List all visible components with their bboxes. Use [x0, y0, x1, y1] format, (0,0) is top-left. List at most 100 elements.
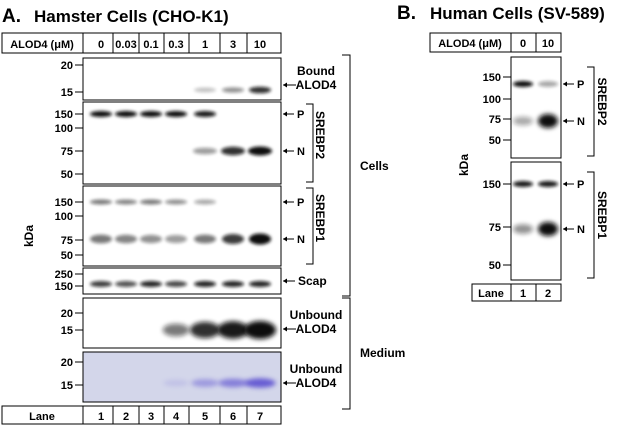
band — [90, 234, 112, 244]
band — [538, 222, 558, 236]
band — [513, 116, 533, 126]
blot-2: 150 100 75 50 P N SREBP2 — [55, 101, 327, 185]
panel-b-lane-row: Lane 1 2 — [471, 283, 562, 302]
band — [248, 146, 272, 156]
panel-b-lane-label: Lane — [478, 288, 504, 300]
form-label: N — [297, 146, 305, 158]
mw-tick-label: 20 — [61, 308, 73, 320]
panel-a-ylabel: kDa — [22, 225, 36, 247]
protein-label: SREBP2 — [595, 77, 609, 125]
form-label: N — [577, 116, 585, 128]
arrow-head — [283, 111, 287, 117]
medium-label: Medium — [360, 346, 405, 360]
band — [244, 378, 276, 388]
medium-bracket: Medium — [342, 297, 405, 410]
concentration-label: 0.1 — [143, 39, 158, 51]
panel-a-lane-label: Lane — [29, 411, 55, 423]
protein-label: SREBP1 — [313, 194, 327, 242]
band — [191, 379, 219, 387]
band — [249, 86, 271, 94]
mw-tick-label: 100 — [55, 123, 73, 135]
band — [513, 224, 533, 234]
bracket — [587, 66, 595, 157]
arrow-head — [283, 380, 287, 386]
band — [165, 235, 187, 243]
arrow-head — [283, 199, 287, 205]
band — [249, 281, 271, 287]
blot-label: ALOD4 — [296, 78, 337, 92]
mw-tick-label: 150 — [55, 109, 73, 121]
blot-label: ALOD4 — [296, 322, 337, 336]
arrow-head — [283, 278, 287, 284]
blot-2: 150 75 50 P N SREBP1 — [483, 161, 609, 281]
arrow-head — [563, 81, 567, 87]
band — [165, 111, 187, 117]
lane-number: 1 — [98, 411, 104, 423]
blot-frame — [82, 297, 282, 349]
mw-tick-label: 150 — [483, 72, 501, 84]
mw-tick-label: 50 — [489, 135, 501, 147]
panel-b-letter: B. — [397, 3, 416, 24]
panel-b-header-label: ALOD4 (μM) — [438, 38, 502, 50]
concentration-label: 0 — [98, 39, 104, 51]
band — [193, 147, 217, 155]
lane-number: 6 — [230, 411, 236, 423]
mw-tick-label: 75 — [61, 146, 73, 158]
form-label: N — [297, 234, 305, 246]
mw-tick-label: 75 — [489, 114, 501, 126]
band — [194, 234, 216, 244]
concentration-label: 10 — [254, 39, 266, 51]
lane-number: 5 — [202, 411, 208, 423]
concentration-label: 0.03 — [115, 39, 136, 51]
band — [513, 181, 533, 187]
bracket — [587, 171, 595, 279]
mw-tick-label: 100 — [55, 211, 73, 223]
band — [194, 199, 216, 205]
concentration-label: 10 — [542, 38, 554, 50]
band — [140, 234, 162, 244]
panel-b-title: Human Cells (SV-589) — [430, 4, 605, 23]
form-label: N — [577, 224, 585, 236]
band — [115, 199, 137, 205]
band — [249, 233, 271, 245]
band — [140, 111, 162, 117]
panel-a-title: Hamster Cells (CHO-K1) — [34, 7, 229, 26]
blot-frame — [82, 185, 282, 267]
bracket — [306, 103, 314, 183]
mw-tick-label: 50 — [61, 169, 73, 181]
arrow-head — [283, 82, 287, 88]
band — [218, 378, 248, 388]
band — [538, 114, 558, 128]
arrow-head — [283, 326, 287, 332]
mw-tick-label: 150 — [55, 197, 73, 209]
mw-tick-label: 15 — [61, 380, 73, 392]
mw-tick-label: 250 — [55, 269, 73, 281]
mw-tick-label: 15 — [61, 87, 73, 99]
band — [222, 234, 244, 244]
arrow-head — [283, 236, 287, 242]
band — [194, 111, 216, 117]
cells-label: Cells — [360, 159, 389, 173]
blot-frame — [82, 267, 282, 295]
mw-tick-label: 50 — [61, 250, 73, 262]
band — [189, 321, 221, 339]
panel-b-header-row: ALOD4 (μM) 0 10 — [429, 32, 562, 53]
protein-label: SREBP2 — [313, 111, 327, 159]
mw-tick-label: 20 — [61, 60, 73, 72]
blot-label: Unbound — [290, 308, 343, 322]
band — [217, 321, 249, 339]
mw-tick-label: 100 — [483, 94, 501, 106]
band — [221, 146, 245, 156]
lane-number: 3 — [148, 411, 154, 423]
blot-label: Scap — [298, 274, 327, 288]
form-label: P — [297, 197, 304, 209]
blot-frame — [510, 56, 562, 159]
lane-number: 4 — [173, 411, 180, 423]
band — [140, 199, 162, 205]
blot-frame — [82, 57, 282, 101]
